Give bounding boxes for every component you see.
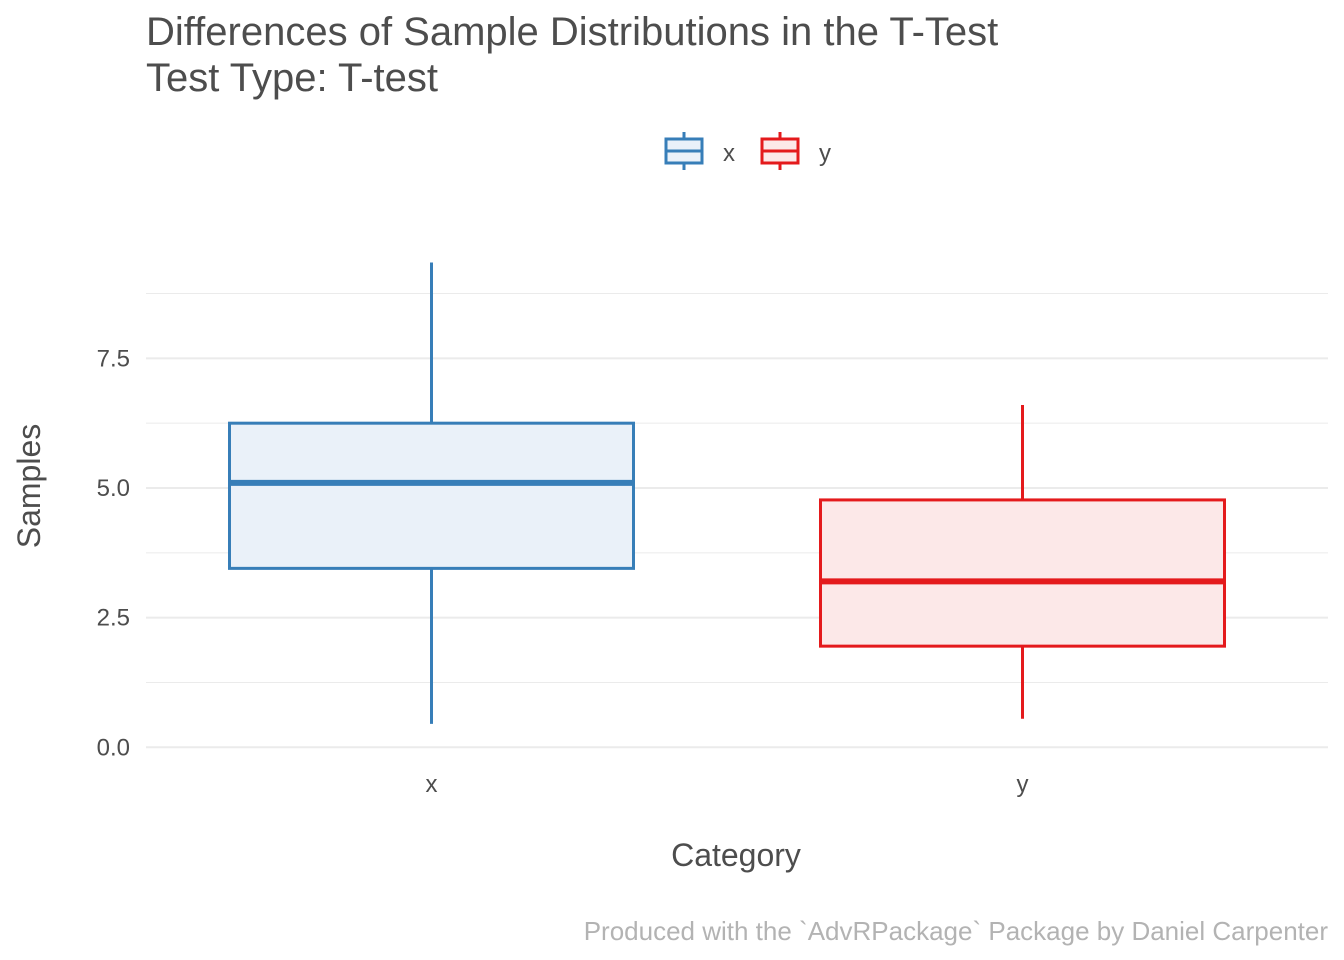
x-tick-label: y [1017, 771, 1029, 798]
legend-label: x [723, 140, 735, 167]
box-marks [228, 262, 1226, 724]
legend-item-y: y [760, 132, 831, 170]
box-x [228, 262, 635, 724]
x-tick-label: x [426, 771, 438, 798]
chart-title: Differences of Sample Distributions in t… [146, 10, 998, 54]
y-tick-label: 7.5 [97, 345, 130, 372]
y-axis-title: Samples [11, 424, 47, 549]
y-tick-label: 2.5 [97, 605, 130, 632]
legend-label: y [819, 140, 831, 167]
chart-subtitle: Test Type: T-test [146, 56, 438, 100]
chart-caption: Produced with the `AdvRPackage` Package … [584, 916, 1329, 946]
box-y [819, 405, 1226, 719]
legend-item-x: x [664, 132, 735, 170]
box-iqr [819, 498, 1226, 648]
x-axis-title: Category [671, 837, 801, 873]
y-tick-label: 0.0 [97, 734, 130, 761]
box-iqr [228, 421, 635, 570]
axes: 0.0 2.5 5.0 7.5 x y [97, 345, 1029, 798]
y-tick-label: 5.0 [97, 475, 130, 502]
